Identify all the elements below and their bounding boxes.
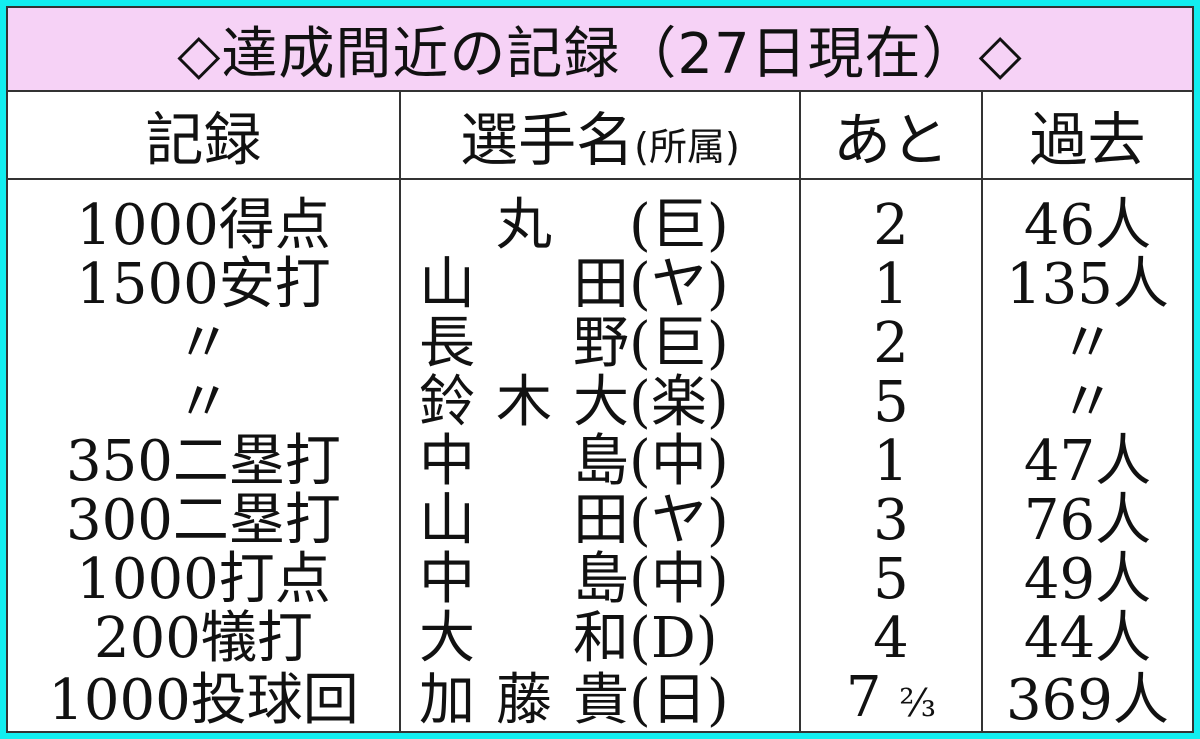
remaining-value: 5 [873, 370, 909, 435]
record-cell: 1000投球回 [48, 668, 359, 733]
record-cell: 1000打点 [76, 547, 331, 612]
player-cell: 中島(中) [399, 429, 800, 494]
header-player: 選手名(所属) [399, 92, 800, 180]
record-cell: 350二塁打 [66, 429, 341, 494]
past-cell: 135人 [981, 255, 1192, 314]
player-name: 山田 [419, 252, 629, 317]
team: (巨) [629, 193, 729, 258]
table-row: 200犠打 大和(D) 4 44人 [8, 609, 1192, 668]
remaining-value: 5 [873, 547, 909, 612]
record-cell: 300二塁打 [66, 488, 341, 553]
header-affiliation-label: (所属) [634, 125, 740, 169]
player-cell: 丸 (巨) [399, 179, 800, 258]
record-cell: 〃 [175, 311, 232, 376]
records-table: 記録 選手名(所属) あと 過去 1000得点丸 (巨) 2 46人 1500安打 山田(… [8, 92, 1192, 733]
record-cell: 1000得点 [76, 193, 331, 258]
remaining-value: 2 [873, 311, 909, 376]
team: (中) [629, 547, 729, 612]
remaining-value: 2 [873, 193, 909, 258]
remaining-cell: 2 [799, 179, 982, 258]
team: (巨) [629, 311, 729, 376]
team: (D) [629, 606, 718, 671]
player-name: 大和 [419, 606, 629, 671]
remaining-value: 3 [873, 488, 909, 553]
past-cell: 49人 [981, 550, 1192, 609]
remaining-cell: 1 [799, 252, 982, 317]
table-row: 1000得点 丸 (巨) 2 46人 [8, 179, 1192, 255]
player-cell: 山田(ヤ) [399, 488, 800, 553]
table-row: 300二塁打 山田(ヤ) 3 76人 [8, 491, 1192, 550]
remaining-cell: 7 ⅔ [799, 665, 982, 733]
remaining-value: 4 [873, 606, 909, 671]
player-name: 山田 [419, 488, 629, 553]
record-cell: 200犠打 [94, 606, 313, 671]
header-player-label: 選手名 [460, 106, 635, 174]
record-cell: 1500安打 [76, 252, 331, 317]
remaining-cell: 5 [799, 370, 982, 435]
team: (中) [629, 429, 729, 494]
team: (楽) [629, 370, 729, 435]
header-record: 記録 [8, 92, 400, 180]
team: (ヤ) [629, 488, 729, 553]
records-table-graphic: ◇達成間近の記録（27日現在）◇ 記録 選手名(所属) あと 過去 1000得点… [6, 6, 1194, 733]
table-row: 350二塁打 中島(中) 1 47人 [8, 432, 1192, 491]
player-cell: 山田(ヤ) [399, 252, 800, 317]
remaining-cell: 4 [799, 606, 982, 671]
remaining-cell: 2 [799, 311, 982, 376]
player-name: 加藤貴 [419, 668, 629, 733]
table-row: 1000投球回 加藤貴(日) 7 ⅔ 369人 [8, 668, 1192, 733]
past-cell: 47人 [981, 432, 1192, 491]
table-row: 1000打点 中島(中) 5 49人 [8, 550, 1192, 609]
player-cell: 長野(巨) [399, 311, 800, 376]
player-name: 中島 [419, 429, 629, 494]
past-cell: 46人 [981, 179, 1192, 255]
player-name: 長野 [419, 311, 629, 376]
past-cell: 〃 [981, 314, 1192, 373]
past-cell: 76人 [981, 491, 1192, 550]
player-cell: 中島(中) [399, 547, 800, 612]
remaining-value: 1 [873, 429, 909, 494]
remaining-cell: 3 [799, 488, 982, 553]
remaining-value: 1 [873, 252, 909, 317]
player-name: 鈴木大 [419, 370, 629, 435]
record-cell: 〃 [175, 370, 232, 435]
past-cell: 〃 [981, 373, 1192, 432]
header-row: 記録 選手名(所属) あと 過去 [8, 92, 1192, 180]
table-row: 〃 鈴木大(楽) 5 〃 [8, 373, 1192, 432]
player-cell: 鈴木大(楽) [399, 370, 800, 435]
remaining-fraction: ⅔ [899, 681, 937, 725]
remaining-cell: 5 [799, 547, 982, 612]
title: ◇達成間近の記録（27日現在）◇ [8, 8, 1192, 92]
player-name: 丸 [496, 193, 552, 258]
past-cell: 44人 [981, 609, 1192, 668]
table-row: 1500安打 山田(ヤ) 1 135人 [8, 255, 1192, 314]
player-cell: 加藤貴(日) [399, 668, 800, 733]
player-cell: 大和(D) [399, 606, 800, 671]
team: (日) [629, 668, 729, 733]
remaining-value: 7 [845, 665, 882, 730]
header-past: 過去 [981, 92, 1192, 180]
remaining-cell: 1 [799, 429, 982, 494]
table-row: 〃 長野(巨) 2 〃 [8, 314, 1192, 373]
player-name: 中島 [419, 547, 629, 612]
team: (ヤ) [629, 252, 729, 317]
past-cell: 369人 [981, 668, 1192, 733]
header-remaining: あと [799, 92, 982, 180]
